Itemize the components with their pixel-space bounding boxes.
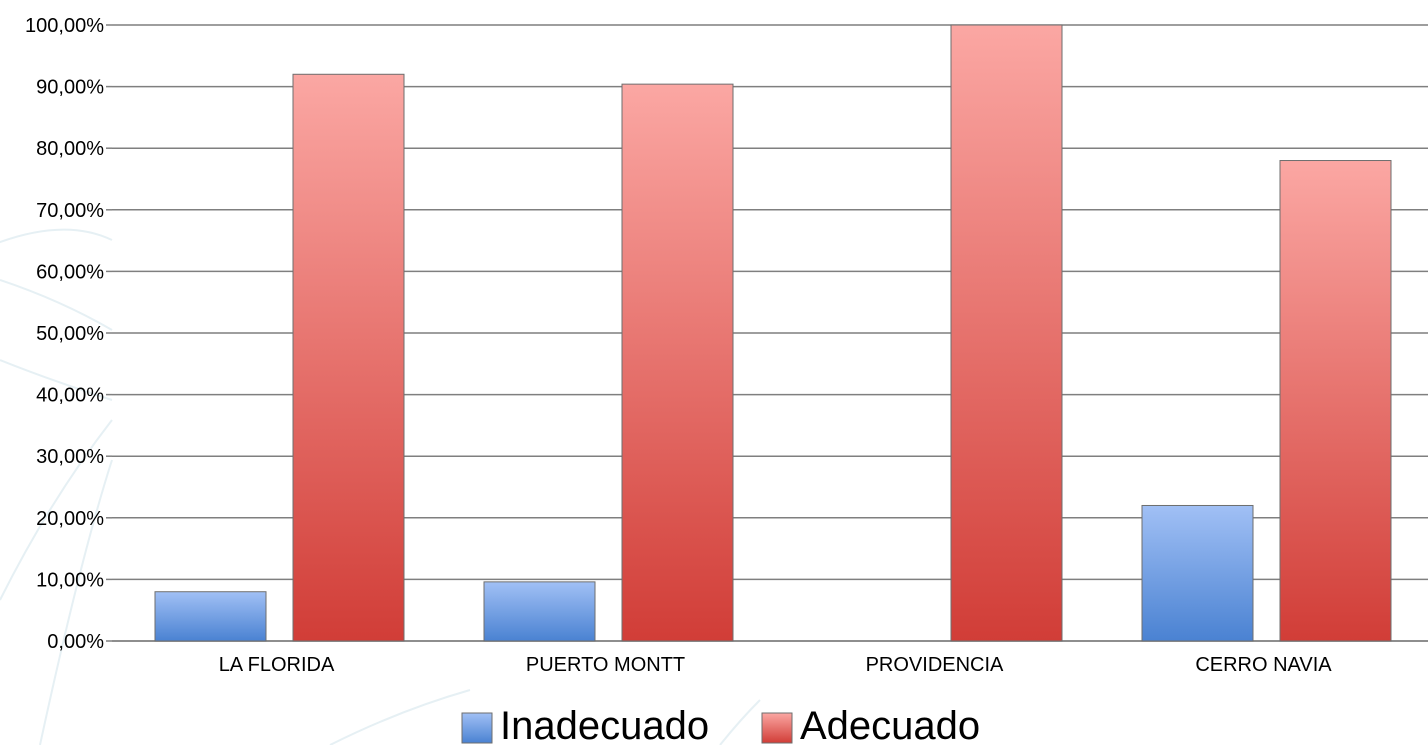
y-tick-label: 70,00% — [36, 200, 104, 222]
x-tick-label: PUERTO MONTT — [526, 654, 685, 676]
y-tick-label: 60,00% — [36, 261, 104, 283]
background-decoration — [0, 228, 761, 745]
y-tick-label: 40,00% — [36, 385, 104, 407]
x-tick-label: CERRO NAVIA — [1195, 654, 1332, 676]
y-tick-label: 100,00% — [25, 15, 104, 37]
bar-adecuado-puerto-montt — [621, 83, 734, 642]
bars — [154, 24, 1392, 642]
legend-swatch-adecuado — [761, 712, 793, 744]
legend-label-inadecuado: Inadecuado — [500, 704, 709, 745]
bar-adecuado-providencia — [950, 24, 1063, 642]
bar-inadecuado-cerro-navia — [1141, 504, 1254, 642]
x-tick-label: LA FLORIDA — [219, 654, 335, 676]
y-axis-tick-labels: 0,00% 10,00% 20,00% 30,00% 40,00% 50,00% 60,00… — [25, 15, 104, 653]
bar-adecuado-la-florida — [292, 73, 405, 642]
y-tick-label: 10,00% — [36, 569, 104, 591]
legend: Inadecuado Adecuado — [461, 704, 980, 745]
y-tick-label: 30,00% — [36, 446, 104, 468]
x-tick-label: PROVIDENCIA — [866, 654, 1004, 676]
bar-inadecuado-la-florida — [154, 591, 267, 642]
bar-adecuado-cerro-navia — [1279, 160, 1392, 642]
y-tick-label: 50,00% — [36, 323, 104, 345]
bar-inadecuado-puerto-montt — [483, 581, 596, 642]
y-tick-label: 20,00% — [36, 508, 104, 530]
legend-swatch-inadecuado — [461, 712, 493, 744]
y-tick-label: 0,00% — [47, 631, 104, 653]
y-tick-label: 90,00% — [36, 77, 104, 99]
y-tick-label: 80,00% — [36, 138, 104, 160]
legend-label-adecuado: Adecuado — [800, 704, 980, 745]
x-axis-tick-labels: LA FLORIDA PUERTO MONTT PROVIDENCIA CERRO N… — [219, 654, 1333, 676]
